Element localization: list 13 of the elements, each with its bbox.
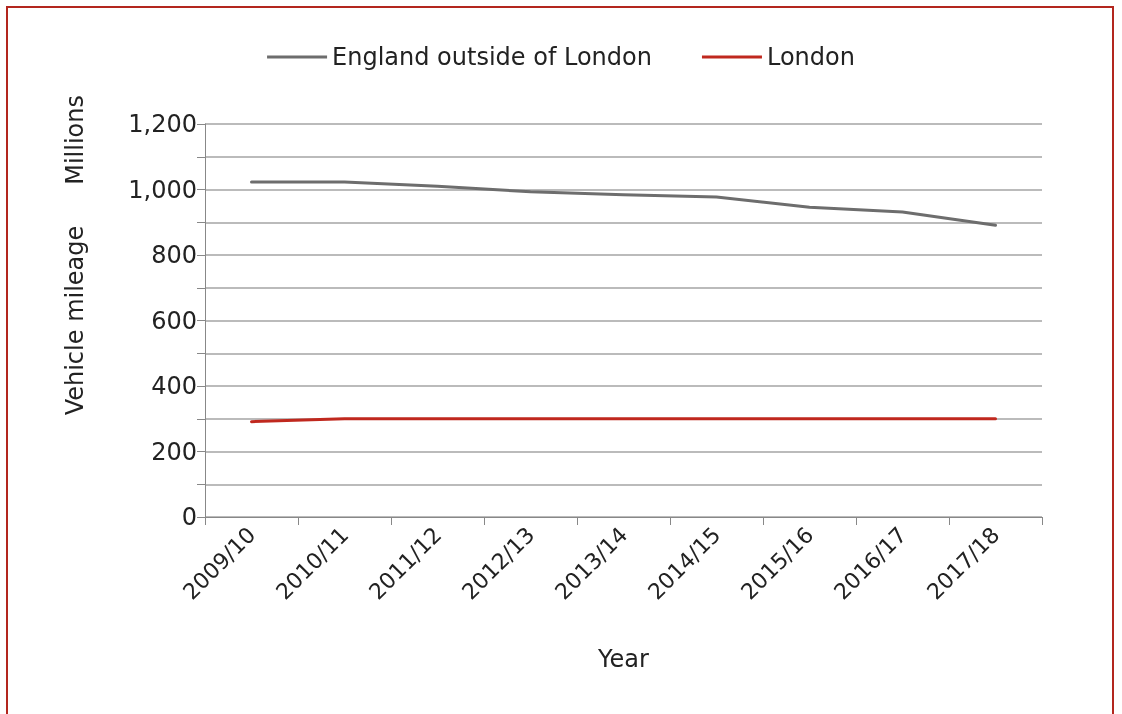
legend-label: England outside of London — [332, 43, 652, 71]
y-tick-label: 0 — [181, 503, 197, 531]
y-tick-label: 800 — [151, 241, 197, 269]
y-tick-label: 400 — [151, 372, 197, 400]
legend-label: London — [766, 43, 855, 71]
x-axis-title: Year — [597, 645, 650, 673]
y-axis-title: Vehicle mileage — [61, 225, 89, 416]
y-tick-label: 600 — [151, 306, 197, 335]
y-tick-label: 200 — [151, 437, 197, 466]
y2-axis-title: Millions — [61, 95, 89, 185]
y-tick-label: 1,200 — [128, 110, 197, 138]
y-tick-label: 1,000 — [128, 175, 197, 204]
line-series — [250, 180, 997, 227]
